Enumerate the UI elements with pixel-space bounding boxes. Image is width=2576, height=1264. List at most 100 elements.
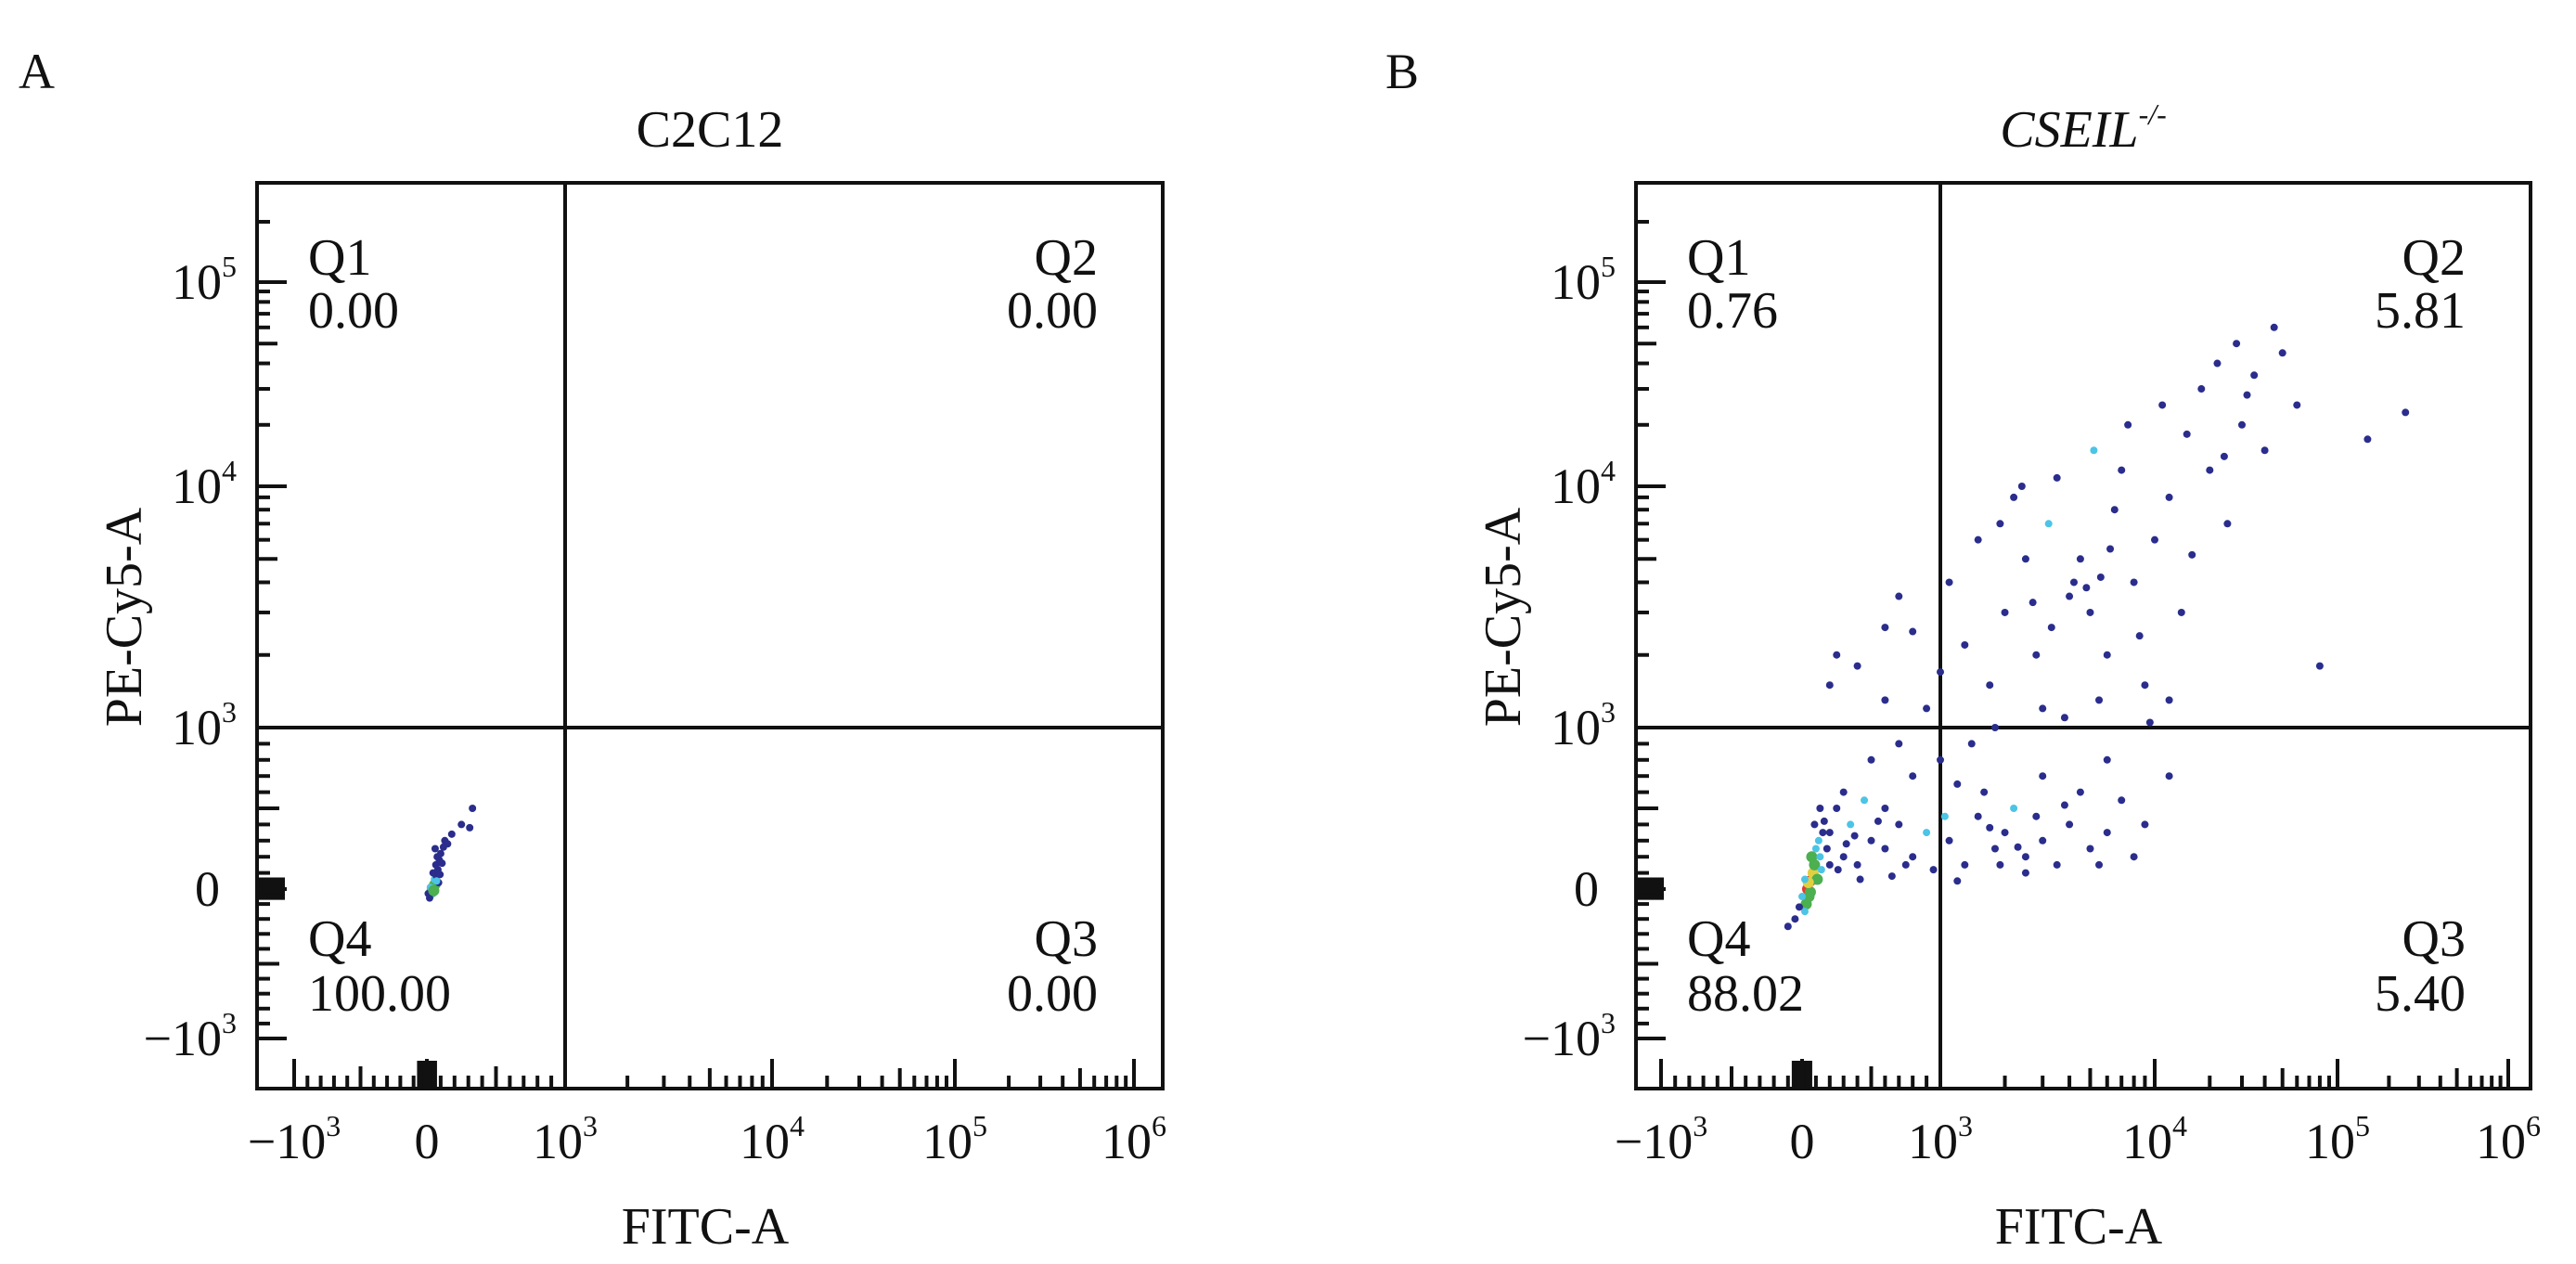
- data-point: [1853, 860, 1861, 869]
- data-point: [2044, 520, 2053, 528]
- quadrant-percent-q1: 0.00: [308, 282, 399, 340]
- data-point: [2110, 506, 2119, 514]
- x-tick-label-base: −10: [1615, 1114, 1693, 1169]
- data-point: [2118, 796, 2126, 805]
- y-tick-label: 103: [172, 695, 237, 755]
- data-point: [1937, 755, 1944, 764]
- data-point: [2039, 704, 2047, 713]
- data-point: [2017, 483, 2026, 490]
- data-point: [1895, 820, 1903, 829]
- data-point: [1990, 724, 1999, 731]
- data-point: [2233, 340, 2241, 348]
- data-point: [1953, 780, 1962, 788]
- y-tick-label-exponent: 5: [222, 250, 237, 283]
- data-point: [2165, 493, 2173, 501]
- quadrant-name-q1: Q1: [308, 229, 371, 287]
- data-point: [1825, 681, 1834, 690]
- data-point: [2103, 651, 2111, 659]
- data-point: [1825, 829, 1834, 837]
- quadrant-name-q3: Q3: [1035, 910, 1098, 968]
- data-point: [1874, 817, 1882, 825]
- data-point: [438, 859, 446, 868]
- data-point: [1784, 922, 1792, 931]
- x-tick-label-exponent: 6: [2526, 1109, 2541, 1142]
- data-point: [431, 845, 439, 853]
- data-point: [436, 871, 444, 879]
- data-point: [2135, 632, 2144, 640]
- data-point: [1850, 832, 1859, 840]
- x-tick-label: −103: [1615, 1109, 1707, 1169]
- data-point: [2069, 578, 2078, 587]
- data-point: [1881, 624, 1889, 632]
- data-point: [2151, 535, 2158, 544]
- y-tick-label: 0: [1574, 861, 1599, 917]
- data-point: [2076, 788, 2084, 796]
- data-point: [1986, 681, 1994, 690]
- data-point: [2090, 446, 2098, 455]
- y-tick-label-base: 10: [172, 458, 222, 514]
- data-point: [2014, 843, 2022, 851]
- data-point: [1795, 903, 1803, 911]
- y-tick-label-base: 10: [1551, 700, 1601, 755]
- data-point: [2402, 408, 2410, 417]
- y-tick-label: 103: [1551, 695, 1616, 755]
- y-tick-label-base: 10: [172, 700, 222, 755]
- y-tick-label-base: 0: [1574, 861, 1599, 917]
- data-point: [1800, 898, 1812, 910]
- quadrant-percent-q2: 5.81: [2375, 282, 2466, 340]
- data-point: [2032, 651, 2041, 659]
- data-point: [2010, 493, 2018, 501]
- x-tick-label: 0: [415, 1114, 440, 1169]
- quadrant-name-q2: Q2: [2402, 229, 2466, 287]
- data-point: [2021, 555, 2029, 563]
- x-tick-label-base: 10: [2305, 1114, 2355, 1169]
- data-point: [1996, 860, 2004, 869]
- data-point: [2130, 578, 2138, 587]
- data-point: [1839, 788, 1848, 796]
- data-point: [2260, 446, 2269, 455]
- panel-letter-a: A: [19, 44, 55, 99]
- quadrant-name-q4: Q4: [308, 910, 371, 968]
- x-tick-label-base: 0: [1790, 1114, 1815, 1169]
- quadrant-percent-q1: 0.76: [1687, 282, 1778, 340]
- x-tick-label: 104: [740, 1109, 805, 1169]
- data-point: [1923, 704, 1931, 713]
- data-point: [1800, 908, 1809, 916]
- data-point: [1996, 520, 2004, 528]
- data-point: [1974, 812, 1982, 820]
- y-tick-label-base: 10: [1551, 254, 1601, 310]
- data-point: [1800, 875, 1809, 884]
- quadrant-name-q2: Q2: [1035, 229, 1098, 287]
- data-point: [2124, 420, 2132, 429]
- data-point: [1811, 873, 1823, 885]
- data-point: [1929, 866, 1938, 874]
- quadrant-percent-q3: 5.40: [2375, 965, 2466, 1023]
- data-point: [1833, 651, 1841, 659]
- x-tick-label-exponent: 3: [326, 1109, 341, 1142]
- data-point: [1895, 740, 1903, 748]
- data-point: [2021, 853, 2029, 861]
- data-point: [2082, 584, 2091, 592]
- data-point: [1804, 886, 1816, 898]
- x-tick-label: 106: [1101, 1109, 1166, 1169]
- x-tick-label-exponent: 5: [2355, 1109, 2370, 1142]
- data-point: [2029, 599, 2037, 607]
- data-point: [1816, 853, 1824, 861]
- data-point: [2141, 820, 2149, 829]
- data-point: [1901, 860, 1910, 869]
- data-point: [1909, 627, 1917, 636]
- x-tick-label-base: −10: [248, 1114, 326, 1169]
- panel-letter-b: B: [1385, 44, 1419, 99]
- data-point: [432, 877, 441, 885]
- data-point: [1980, 788, 1989, 796]
- data-point: [1967, 740, 1976, 748]
- data-point: [2237, 420, 2246, 429]
- data-point: [1847, 820, 1855, 829]
- x-tick-label-base: 10: [533, 1114, 583, 1169]
- y-axis-label: PE-Cy5-A: [96, 507, 153, 727]
- data-point: [2032, 812, 2041, 820]
- data-point: [1806, 851, 1818, 863]
- data-point: [2103, 755, 2111, 764]
